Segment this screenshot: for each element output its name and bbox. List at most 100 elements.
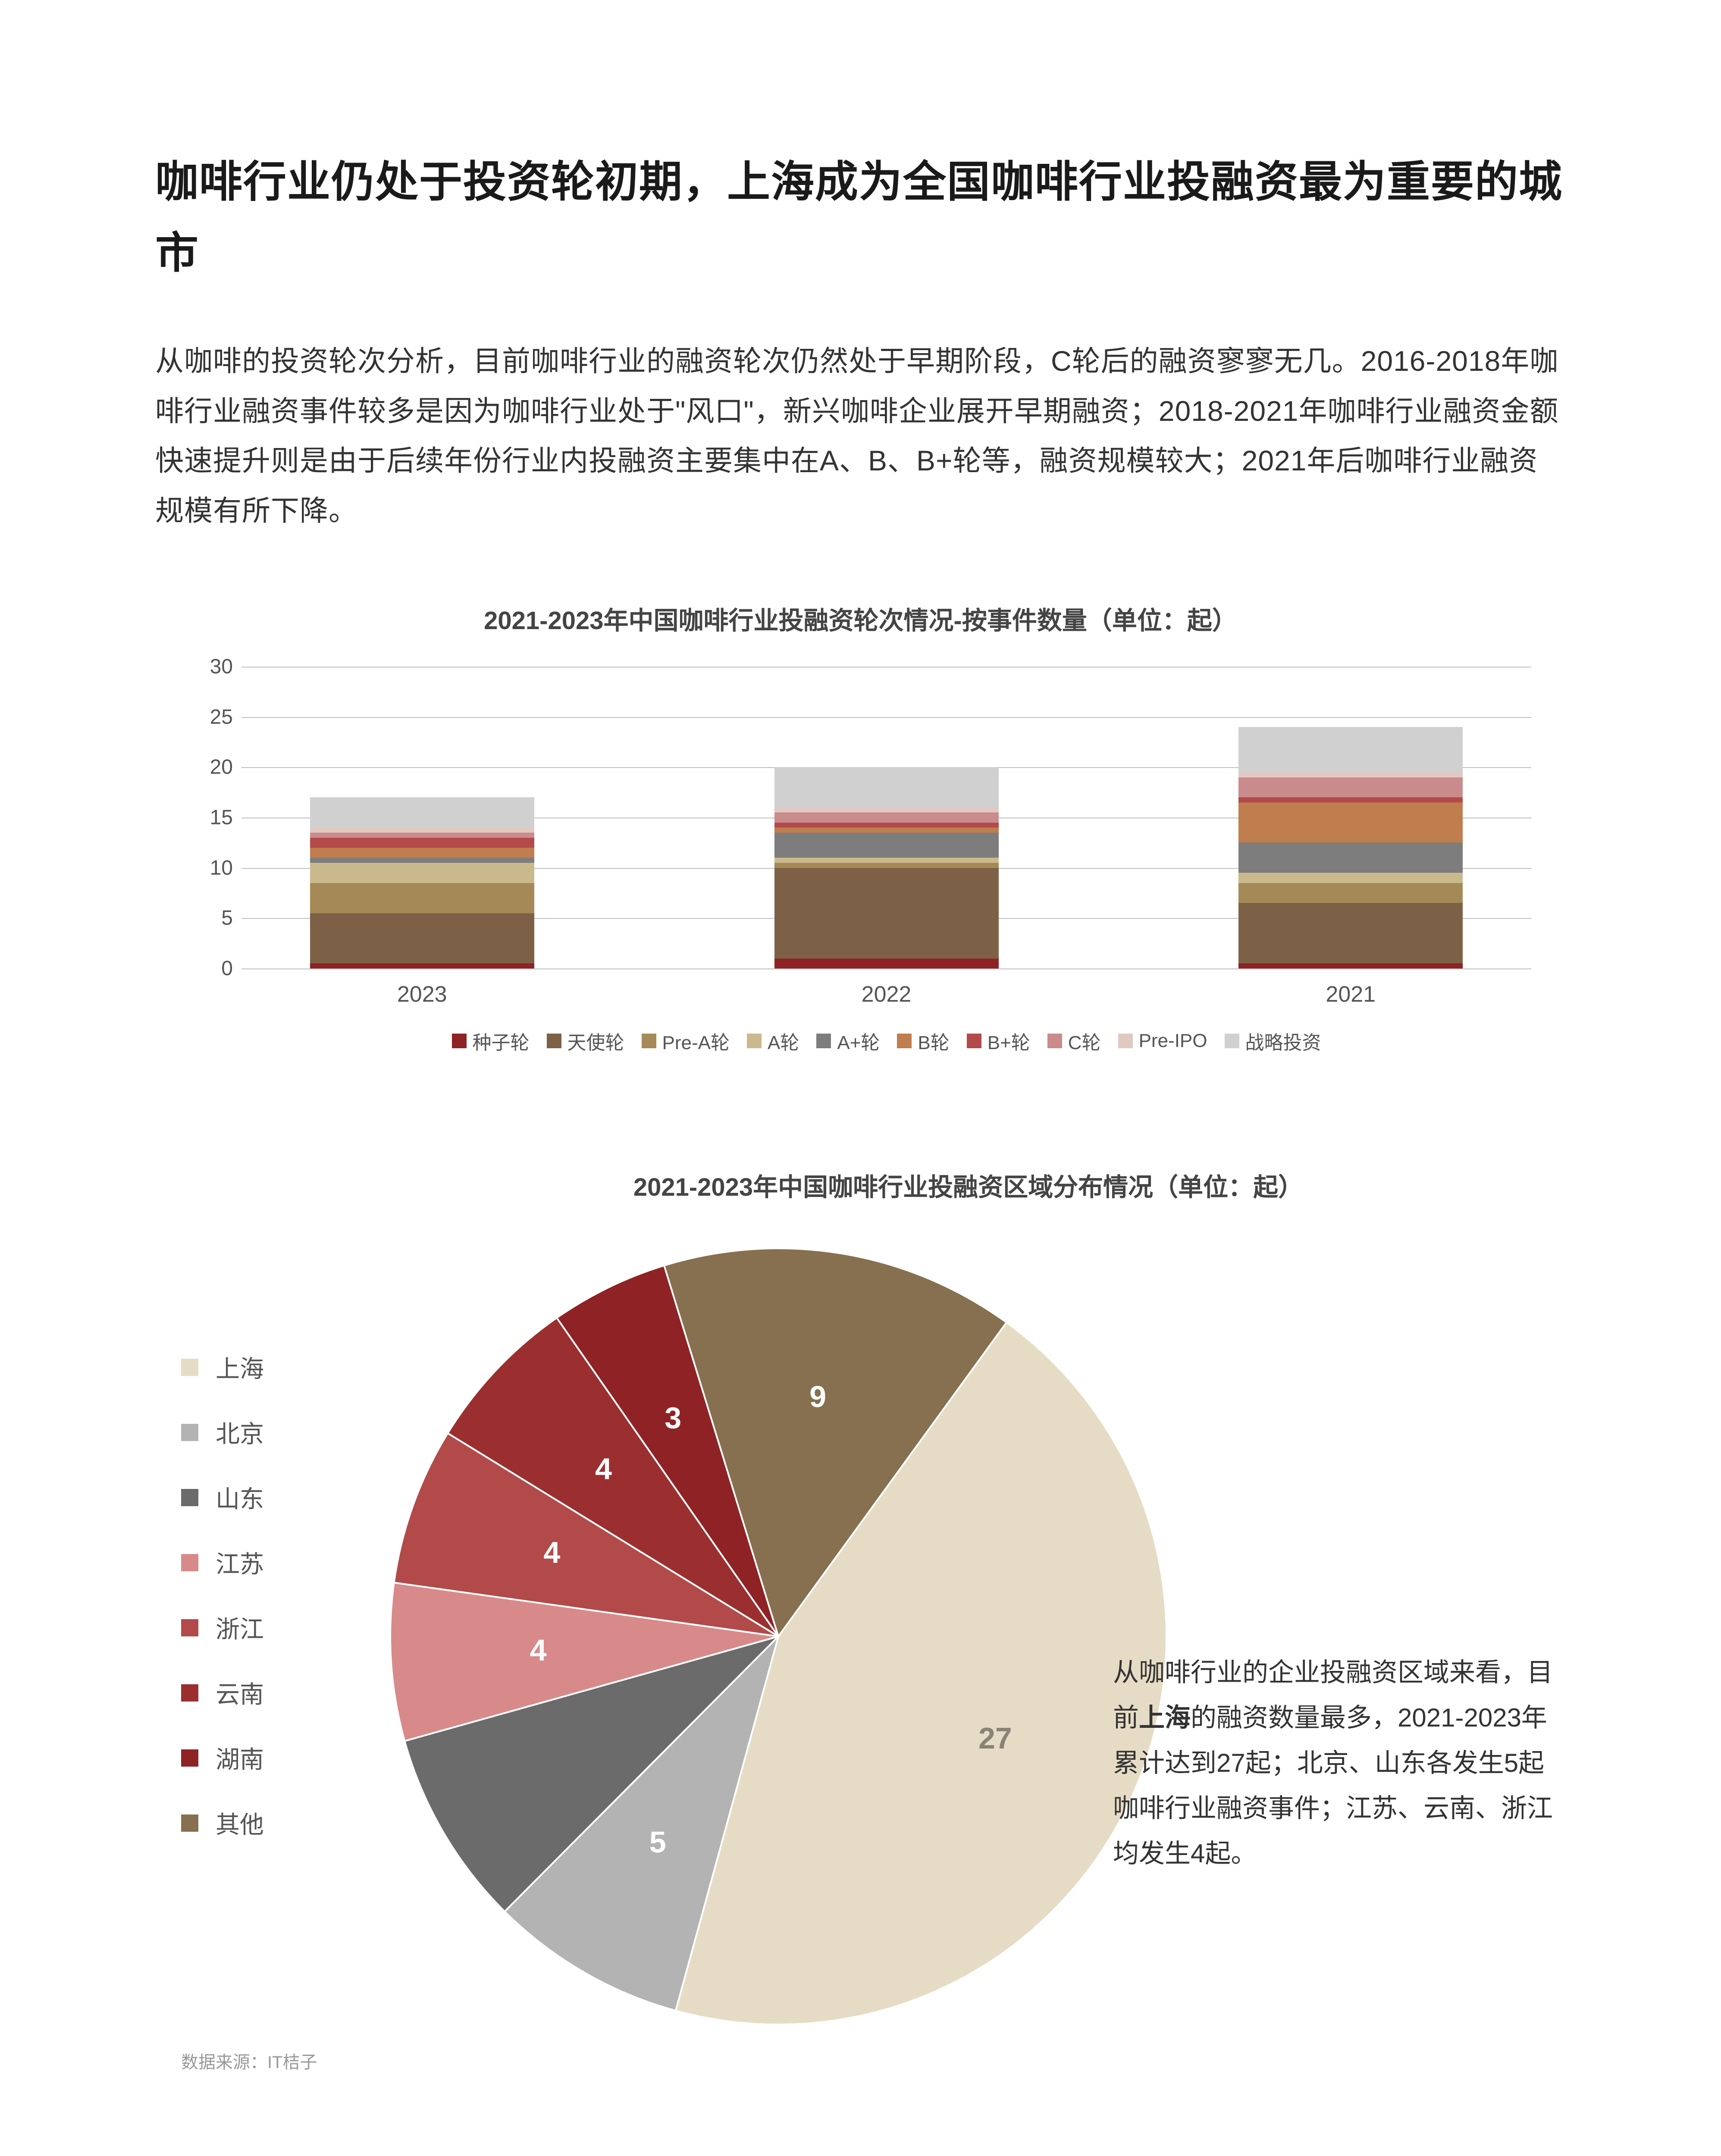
legend-swatch <box>816 1034 831 1048</box>
pie-legend-item: 其他 <box>181 1805 379 1840</box>
legend-item: Pre-A轮 <box>642 1027 730 1055</box>
legend-label: 云南 <box>216 1675 264 1710</box>
legend-label: 种子轮 <box>473 1027 530 1055</box>
legend-label: A轮 <box>768 1027 799 1055</box>
legend-label: 战略投资 <box>1245 1027 1321 1055</box>
bar-segment <box>1238 903 1463 963</box>
legend-swatch <box>897 1034 912 1048</box>
legend-swatch <box>642 1034 656 1048</box>
pie-legend-item: 云南 <box>181 1675 379 1710</box>
bar-group <box>1238 727 1463 968</box>
legend-swatch <box>1118 1034 1133 1048</box>
bar-segment <box>1238 777 1463 798</box>
pie-slice-label: 27 <box>978 1721 1012 1755</box>
legend-label: C轮 <box>1068 1027 1101 1055</box>
x-label: 2021 <box>1326 981 1376 1007</box>
bar-segment <box>774 858 999 863</box>
bar-segment <box>310 838 534 848</box>
legend-label: B+轮 <box>987 1027 1030 1055</box>
y-tick: 20 <box>172 755 233 779</box>
legend-swatch <box>1225 1034 1239 1048</box>
legend-swatch <box>181 1359 198 1376</box>
bar-segment <box>774 808 999 813</box>
pie-legend-item: 北京 <box>181 1415 379 1450</box>
legend-label: 上海 <box>216 1350 264 1385</box>
legend-label: Pre-IPO <box>1139 1030 1207 1052</box>
legend-swatch <box>747 1034 762 1048</box>
bar-segment <box>310 797 534 827</box>
y-tick: 0 <box>172 957 233 981</box>
bar-segment <box>774 863 999 868</box>
bar-segment <box>1238 797 1463 802</box>
legend-item: 战略投资 <box>1225 1027 1321 1055</box>
legend-swatch <box>181 1424 198 1441</box>
pie-slice-label: 3 <box>665 1401 681 1435</box>
caption-emphasis: 上海 <box>1139 1703 1191 1732</box>
legend-item: B+轮 <box>967 1027 1030 1055</box>
bar-segment <box>310 833 534 838</box>
pie-slice-label: 4 <box>530 1633 547 1667</box>
pie-caption: 从咖啡行业的企业投融资区域来看，目前上海的融资数量最多，2021-2023年累计… <box>1113 1650 1566 1876</box>
bar-segment <box>774 833 999 858</box>
pie-legend: 上海北京山东江苏浙江云南湖南其他 <box>155 1238 379 1871</box>
y-tick: 15 <box>172 806 233 830</box>
legend-item: C轮 <box>1047 1027 1101 1055</box>
legend-label: 浙江 <box>216 1610 264 1645</box>
legend-swatch <box>181 1619 198 1636</box>
x-label: 2022 <box>862 981 912 1007</box>
x-label: 2023 <box>397 981 447 1007</box>
legend-swatch <box>181 1814 198 1832</box>
bar-segment <box>1238 883 1463 903</box>
bar-segment <box>310 963 534 968</box>
page-heading: 咖啡行业仍处于投资轮初期，上海成为全国咖啡行业投融资最为重要的城市 <box>155 147 1566 289</box>
legend-label: 其他 <box>216 1805 264 1840</box>
bar-segment <box>774 959 999 968</box>
legend-item: A+轮 <box>816 1027 880 1055</box>
bar-segment <box>310 858 534 863</box>
legend-swatch <box>967 1034 981 1048</box>
legend-label: Pre-A轮 <box>662 1027 730 1055</box>
bar-segment <box>310 863 534 883</box>
y-tick: 5 <box>172 906 233 930</box>
pie-slice-label: 4 <box>595 1452 612 1485</box>
legend-item: Pre-IPO <box>1118 1027 1207 1055</box>
intro-paragraph: 从咖啡的投资轮次分析，目前咖啡行业的融资轮次仍然处于早期阶段，C轮后的融资寥寥无… <box>155 336 1566 536</box>
bar-group <box>310 797 534 968</box>
pie-legend-item: 浙江 <box>181 1610 379 1645</box>
bar-segment <box>1238 802 1463 843</box>
bar-segment <box>774 767 999 807</box>
legend-swatch <box>181 1684 198 1702</box>
bar-segment <box>774 812 999 822</box>
legend-swatch <box>181 1749 198 1767</box>
legend-label: 江苏 <box>216 1545 264 1580</box>
pie-chart: 27544439 <box>379 1238 1177 2035</box>
pie-legend-item: 山东 <box>181 1480 379 1515</box>
legend-label: 天使轮 <box>567 1027 624 1055</box>
legend-item: A轮 <box>747 1027 799 1055</box>
pie-legend-item: 湖南 <box>181 1740 379 1775</box>
bar-chart: 051015202530202320222021种子轮天使轮Pre-A轮A轮A+… <box>172 667 1549 1055</box>
legend-item: B轮 <box>897 1027 949 1055</box>
bar-segment <box>310 883 534 913</box>
legend-swatch <box>181 1554 198 1571</box>
bar-segment <box>310 913 534 964</box>
pie-legend-item: 江苏 <box>181 1545 379 1580</box>
legend-item: 种子轮 <box>452 1027 530 1055</box>
legend-label: A+轮 <box>837 1027 880 1055</box>
legend-label: 北京 <box>216 1415 264 1450</box>
bar-segment <box>1238 963 1463 968</box>
y-tick: 25 <box>172 705 233 729</box>
y-tick: 30 <box>172 655 233 679</box>
data-source: 数据来源：IT桔子 <box>181 2048 1566 2073</box>
bar-legend: 种子轮 天使轮 Pre-A轮 A轮 A+轮 B轮 B+轮 C轮 Pre-IPO 战略投资 <box>241 1027 1531 1055</box>
bar-segment <box>1238 873 1463 883</box>
y-tick: 10 <box>172 856 233 880</box>
bar-segment <box>1238 843 1463 873</box>
legend-swatch <box>452 1034 467 1048</box>
bar-group <box>774 767 999 968</box>
legend-swatch <box>547 1034 561 1048</box>
pie-legend-item: 上海 <box>181 1350 379 1385</box>
bar-chart-title: 2021-2023年中国咖啡行业投融资轮次情况-按事件数量（单位：起） <box>155 600 1566 636</box>
gridline <box>241 968 1531 969</box>
pie-slice-label: 9 <box>809 1380 826 1413</box>
